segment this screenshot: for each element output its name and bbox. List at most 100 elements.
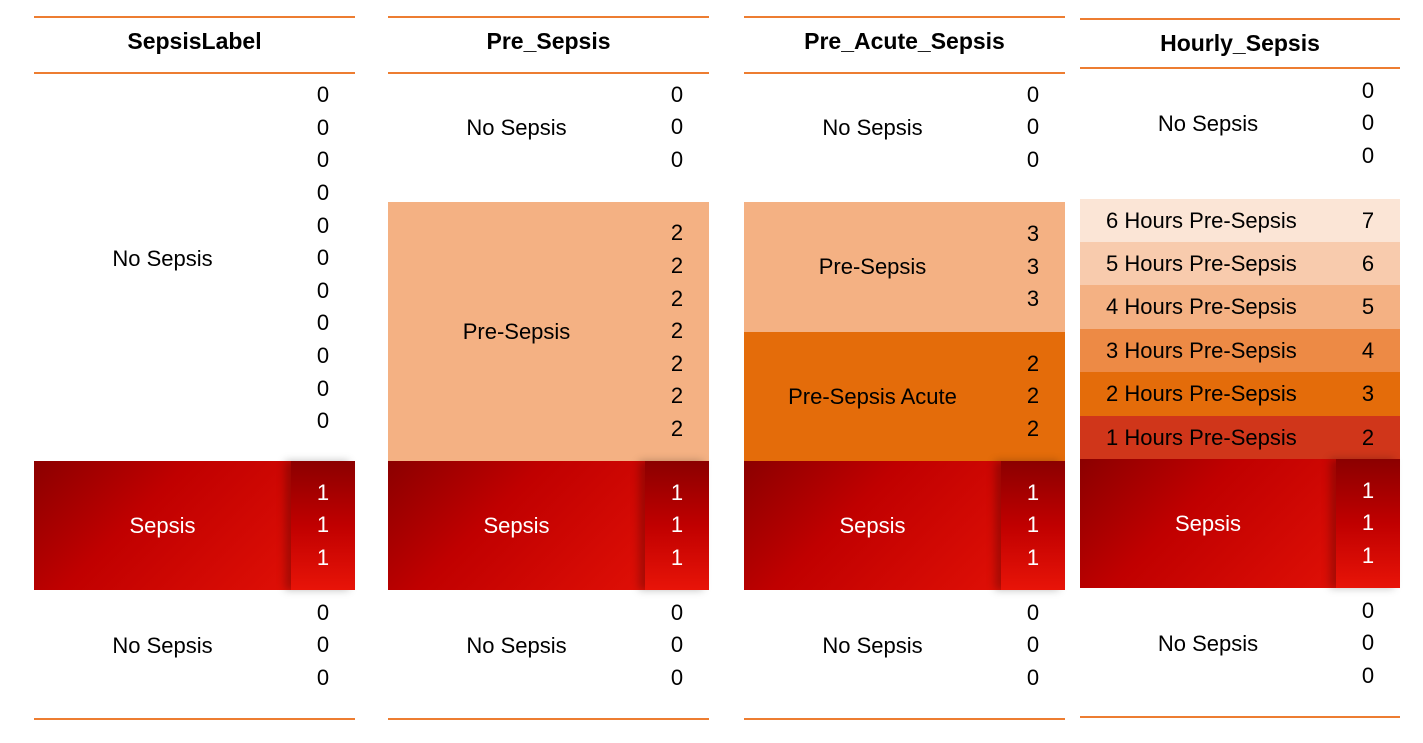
value-cell: 2 (670, 285, 684, 311)
hour-label: 2 Hours Pre-Sepsis (1106, 381, 1297, 406)
value-cell: 1 (1361, 510, 1375, 536)
value-cell: 1 (316, 512, 330, 538)
value-cell: 2 (1026, 350, 1040, 376)
segment-no-sepsis-top: No Sepsis 0 0 0 (1080, 75, 1400, 172)
value-cell: 3 (1026, 221, 1040, 247)
value-cell: 0 (1361, 110, 1375, 136)
segment-no-sepsis-top: No Sepsis 0 0 0 0 0 0 0 0 0 0 0 (34, 79, 355, 438)
value-cell: 1 (1026, 512, 1040, 538)
value-cell: 1 (1026, 479, 1040, 505)
value-cell: 0 (316, 408, 330, 434)
segment-label: No Sepsis (1157, 630, 1259, 656)
value-cell: 1 (670, 479, 684, 505)
segment-values: 0 0 0 (665, 79, 689, 176)
segment-values: 1 1 1 (291, 461, 355, 590)
segment-values: 0 0 0 0 0 0 0 0 0 0 0 (311, 79, 335, 438)
value-cell: 0 (316, 310, 330, 336)
bottom-rule (1080, 716, 1400, 718)
segment-no-sepsis-bottom: No Sepsis 0 0 0 (388, 597, 709, 694)
value-cell: 2 (670, 220, 684, 246)
value-cell: 0 (316, 277, 330, 303)
segment-values: 3 3 3 (1021, 202, 1045, 332)
segment-values: 0 0 0 (1356, 75, 1380, 172)
segment-values: 0 0 0 (665, 597, 689, 694)
value-cell: 0 (1361, 142, 1375, 168)
hour-value: 7 (1361, 207, 1375, 233)
segment-label: No Sepsis (112, 245, 213, 271)
hour-row-1: 1 Hours Pre-Sepsis 2 (1080, 416, 1400, 459)
top-rule (34, 16, 355, 18)
value-cell: 0 (316, 342, 330, 368)
value-cell: 1 (316, 479, 330, 505)
column-pre-acute-sepsis: Pre_Acute_Sepsis No Sepsis 0 0 0 Pre-Sep… (744, 0, 1065, 743)
column-sepsislabel: SepsisLabel No Sepsis 0 0 0 0 0 0 0 0 0 … (34, 0, 355, 743)
hour-row-6: 6 Hours Pre-Sepsis 7 (1080, 199, 1400, 242)
hour-value: 4 (1361, 337, 1375, 363)
value-cell: 2 (670, 415, 684, 441)
top-rule (388, 16, 709, 18)
header-rule (34, 72, 355, 74)
value-cell: 0 (316, 664, 330, 690)
segment-label: No Sepsis (466, 114, 567, 140)
value-cell: 0 (1361, 630, 1375, 656)
segment-label: Pre-Sepsis Acute (788, 383, 957, 409)
value-cell: 0 (1026, 664, 1040, 690)
value-cell: 0 (316, 147, 330, 173)
value-cell: 1 (670, 512, 684, 538)
value-cell: 2 (1026, 415, 1040, 441)
segment-label: No Sepsis (112, 632, 213, 658)
value-cell: 0 (670, 632, 684, 658)
bottom-rule (34, 718, 355, 720)
segment-label: Sepsis (839, 512, 906, 538)
value-cell: 3 (1026, 286, 1040, 312)
value-cell: 0 (1361, 597, 1375, 623)
value-cell: 0 (1026, 81, 1040, 107)
column-header: SepsisLabel (127, 28, 262, 54)
segment-label: Pre-Sepsis (818, 254, 927, 279)
segment-label: Pre-Sepsis (462, 318, 571, 344)
hour-value: 3 (1361, 381, 1375, 406)
value-cell: 0 (1361, 77, 1375, 103)
hour-row-4: 4 Hours Pre-Sepsis 5 (1080, 285, 1400, 329)
header-rule (744, 72, 1065, 74)
value-cell: 0 (316, 632, 330, 658)
hour-label: 4 Hours Pre-Sepsis (1106, 294, 1297, 319)
top-rule (744, 16, 1065, 18)
value-cell: 0 (670, 599, 684, 625)
value-cell: 0 (316, 375, 330, 401)
segment-values: 0 0 0 (1021, 597, 1045, 694)
segment-sepsis: Sepsis 1 1 1 (388, 461, 709, 590)
segment-pre-sepsis-acute: Pre-Sepsis Acute 2 2 2 (744, 332, 1065, 461)
value-cell: 0 (1361, 662, 1375, 688)
segment-values: 1 1 1 (1336, 459, 1400, 588)
column-pre-sepsis: Pre_Sepsis No Sepsis 0 0 0 Pre-Sepsis 2 … (388, 0, 709, 743)
value-cell: 0 (670, 114, 684, 140)
value-cell: 1 (1361, 542, 1375, 568)
value-cell: 1 (1026, 544, 1040, 570)
hour-label: 6 Hours Pre-Sepsis (1106, 207, 1297, 233)
segment-values: 2 2 2 (1021, 332, 1045, 461)
segment-pre-sepsis: Pre-Sepsis 2 2 2 2 2 2 2 (388, 202, 709, 461)
value-cell: 0 (316, 245, 330, 271)
segment-no-sepsis-bottom: No Sepsis 0 0 0 (744, 597, 1065, 694)
header-rule (1080, 67, 1400, 69)
value-cell: 0 (1026, 599, 1040, 625)
value-cell: 0 (670, 146, 684, 172)
segment-sepsis: Sepsis 1 1 1 (1080, 459, 1400, 588)
value-cell: 1 (316, 544, 330, 570)
hour-row-3: 3 Hours Pre-Sepsis 4 (1080, 329, 1400, 372)
segment-label: No Sepsis (1157, 110, 1259, 136)
value-cell: 0 (1026, 114, 1040, 140)
segment-no-sepsis-top: No Sepsis 0 0 0 (744, 79, 1065, 176)
segment-label: No Sepsis (822, 114, 923, 140)
value-cell: 1 (1361, 477, 1375, 503)
column-header: Pre_Acute_Sepsis (804, 28, 1005, 54)
hour-label: 1 Hours Pre-Sepsis (1106, 424, 1297, 450)
value-cell: 2 (1026, 383, 1040, 409)
value-cell: 2 (670, 253, 684, 279)
value-cell: 0 (316, 180, 330, 206)
segment-values: 1 1 1 (1001, 461, 1065, 590)
segment-values: 2 2 2 2 2 2 2 (665, 202, 689, 461)
bottom-rule (744, 718, 1065, 720)
header-rule (388, 72, 709, 74)
